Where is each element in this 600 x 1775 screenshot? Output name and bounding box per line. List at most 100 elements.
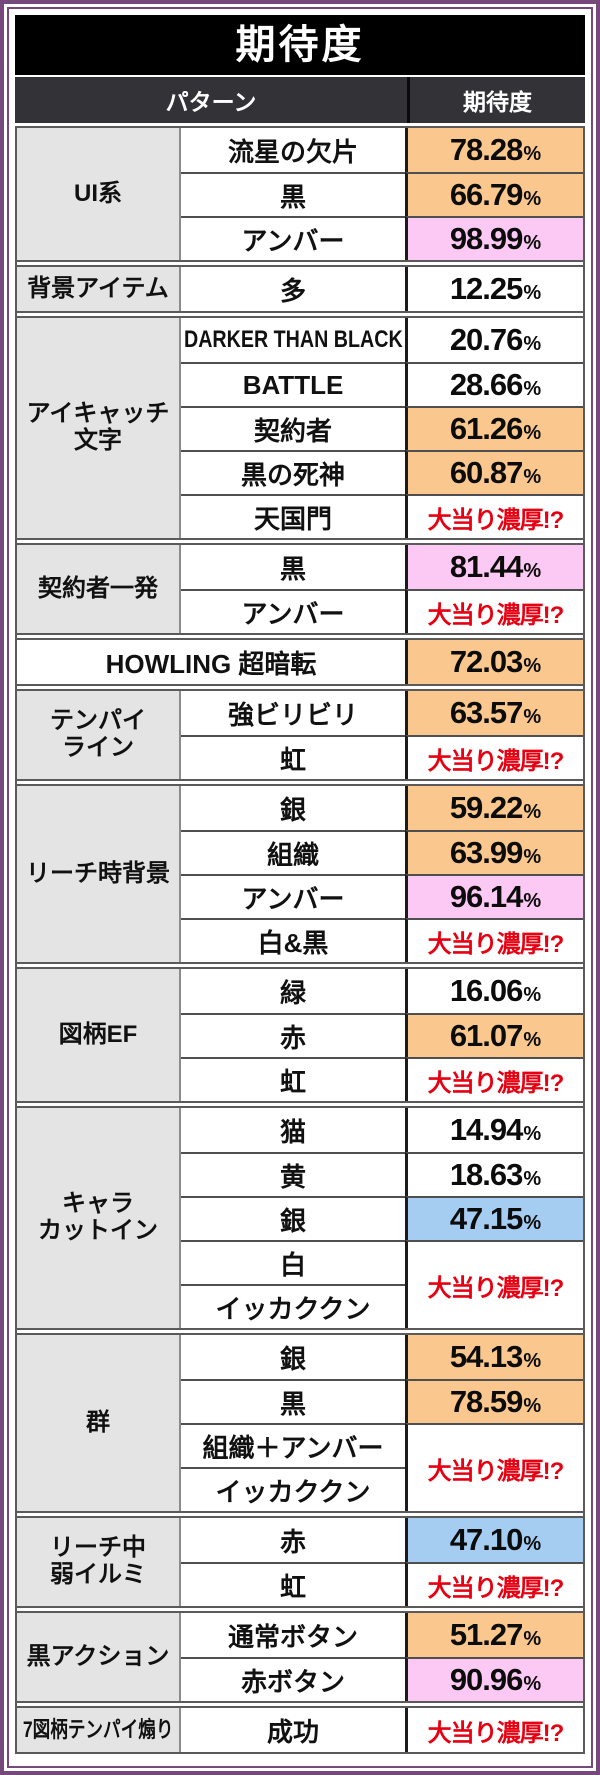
group-label: UI系 <box>74 179 122 207</box>
value-number: 90.96 <box>449 1662 524 1697</box>
value-cell: 大当り濃厚!? <box>405 1562 583 1606</box>
table-section: 図柄EF 緑 16.06% 赤 61.07% 虹 大当り濃厚!? <box>17 962 583 1101</box>
group-label: リーチ時背景 <box>26 859 170 887</box>
value-cell: 20.76% <box>405 318 583 362</box>
expectation-value: 47.15% <box>450 1201 541 1237</box>
value-number: 66.79 <box>449 177 524 212</box>
pattern-cell: 黒 <box>181 1379 405 1423</box>
value-number: 12.25 <box>449 271 524 306</box>
pattern-cell: 強ビリビリ <box>181 691 405 735</box>
jackpot-text: 大当り濃厚!? <box>427 1069 565 1097</box>
table-body: UI系 流星の欠片 78.28% 黒 66.79% アンバー 98.99% 背景… <box>15 126 585 1754</box>
expectation-value: 90.96% <box>450 1662 541 1698</box>
value-cell: 51.27% <box>405 1613 583 1657</box>
pattern-label: 猫 <box>279 1116 306 1147</box>
value-cell-merged: 大当り濃厚!? <box>405 1423 583 1511</box>
group-label: 黒アクション <box>26 1642 170 1670</box>
value-number: 63.57 <box>449 695 524 730</box>
pattern-label: HOWLING 超暗転 <box>105 648 317 679</box>
percent-sign: % <box>523 890 542 912</box>
pattern-label: 組織 <box>266 839 319 870</box>
jackpot-text: 大当り濃厚!? <box>427 1719 565 1747</box>
percent-sign: % <box>523 1395 542 1417</box>
pattern-cell: アンバー <box>181 874 405 918</box>
jackpot-text: 大当り濃厚!? <box>427 506 565 534</box>
pattern-cell: 猫 <box>181 1108 405 1152</box>
value-cell: 大当り濃厚!? <box>405 589 583 633</box>
percent-sign: % <box>523 282 542 304</box>
pattern-label: アンバー <box>241 225 345 256</box>
expectation-value: 47.10% <box>450 1522 541 1558</box>
pattern-cell: 黒の死神 <box>181 450 405 494</box>
expectation-value: 54.13% <box>450 1339 541 1375</box>
percent-sign: % <box>523 1350 542 1372</box>
pattern-cell: 多 <box>181 267 405 311</box>
pattern-cell: アンバー <box>181 216 405 260</box>
expectation-value: 81.44% <box>450 549 541 585</box>
expectation-value: 51.27% <box>450 1617 541 1653</box>
value-cell: 81.44% <box>405 545 583 589</box>
table-section: UI系 流星の欠片 78.28% 黒 66.79% アンバー 98.99% <box>17 128 583 260</box>
percent-sign: % <box>523 422 542 444</box>
table-section: 7図柄テンパイ煽り 成功 大当り濃厚!? <box>17 1701 583 1752</box>
percent-sign: % <box>523 143 542 165</box>
pattern-cell: アンバー <box>181 589 405 633</box>
group-cell: 7図柄テンパイ煽り <box>17 1708 181 1752</box>
jackpot-text: 大当り濃厚!? <box>427 1274 565 1302</box>
pattern-cell: 契約者 <box>181 406 405 450</box>
pattern-cell: 虹 <box>181 1057 405 1101</box>
table-section: 黒アクション 通常ボタン 51.27% 赤ボタン 90.96% <box>17 1606 583 1701</box>
expectation-value: 60.87% <box>450 455 541 491</box>
value-number: 20.76 <box>449 322 524 357</box>
group-cell: リーチ時背景 <box>17 786 181 962</box>
pattern-label: 白 <box>279 1249 306 1280</box>
pattern-cell: 銀 <box>181 786 405 830</box>
value-number: 51.27 <box>449 1617 524 1652</box>
table-section: 群 銀 54.13% 黒 78.59% 組織＋アンバー 大当り濃厚!? イッカク… <box>17 1328 583 1511</box>
expectation-value: 12.25% <box>450 271 541 307</box>
value-cell: 大当り濃厚!? <box>405 735 583 779</box>
pattern-label: 白&黒 <box>257 927 329 958</box>
expectation-value: 14.94% <box>450 1112 541 1148</box>
value-number: 96.14 <box>449 879 524 914</box>
percent-sign: % <box>523 1212 542 1234</box>
expectation-value: 20.76% <box>450 322 541 358</box>
expectation-table: 期待度 パターン 期待度 UI系 流星の欠片 78.28% 黒 66.79% ア… <box>7 7 593 1768</box>
jackpot-text: 大当り濃厚!? <box>427 747 565 775</box>
pattern-label: 黒の死神 <box>240 459 345 490</box>
value-number: 16.06 <box>449 973 524 1008</box>
group-cell: リーチ中 弱イルミ <box>17 1518 181 1606</box>
pattern-cell: HOWLING 超暗転 <box>17 640 405 684</box>
value-cell: 78.28% <box>405 128 583 172</box>
table-section: HOWLING 超暗転 72.03% <box>17 633 583 684</box>
value-number: 72.03 <box>449 644 524 679</box>
expectation-value: 16.06% <box>450 973 541 1009</box>
pattern-cell: BATTLE <box>181 362 405 406</box>
pattern-label: 銀 <box>279 1205 306 1236</box>
value-cell: 96.14% <box>405 874 583 918</box>
pattern-cell: 白 <box>181 1240 405 1284</box>
expectation-value: 96.14% <box>450 879 541 915</box>
value-number: 14.94 <box>449 1112 524 1147</box>
value-number: 61.07 <box>449 1018 524 1053</box>
value-cell: 16.06% <box>405 969 583 1013</box>
group-label: キャラ カットイン <box>38 1190 158 1244</box>
table-section: 背景アイテム 多 12.25% <box>17 260 583 311</box>
expectation-value: 78.59% <box>450 1384 541 1420</box>
expectation-value: 63.57% <box>450 695 541 731</box>
jackpot-text: 大当り濃厚!? <box>427 601 565 629</box>
pattern-label: 強ビリビリ <box>227 699 358 730</box>
value-number: 81.44 <box>449 549 524 584</box>
percent-sign: % <box>523 655 542 677</box>
group-cell: 図柄EF <box>17 969 181 1101</box>
value-cell: 90.96% <box>405 1657 583 1701</box>
value-number: 78.28 <box>449 132 524 167</box>
value-number: 18.63 <box>449 1157 524 1192</box>
percent-sign: % <box>523 333 542 355</box>
pattern-cell: イッカククン <box>181 1467 405 1511</box>
expectation-value: 78.28% <box>450 132 541 168</box>
pattern-cell: 黒 <box>181 172 405 216</box>
pattern-label: DARKER THAN BLACK <box>183 326 403 353</box>
group-cell: UI系 <box>17 128 181 260</box>
percent-sign: % <box>523 1123 542 1145</box>
